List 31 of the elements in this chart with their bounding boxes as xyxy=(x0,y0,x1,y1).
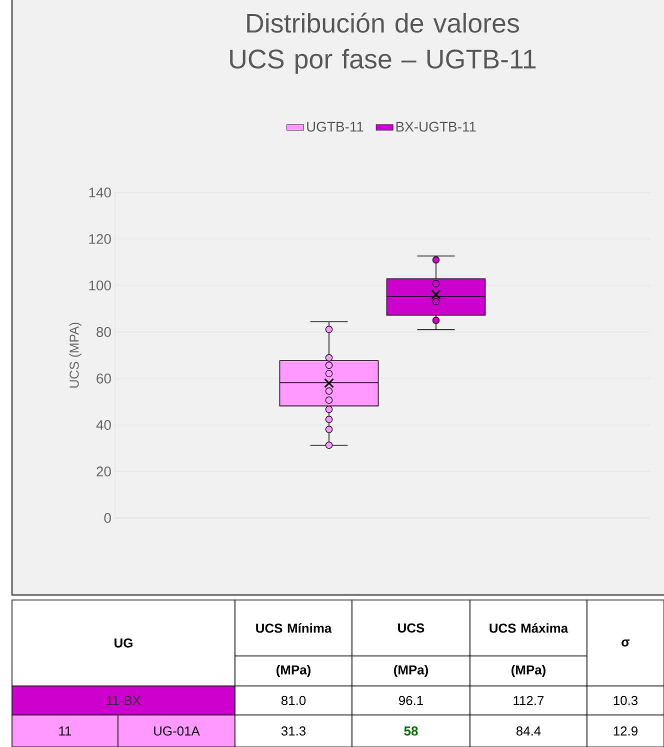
text: 84.4 xyxy=(516,726,541,736)
y-tick-label: 100 xyxy=(89,280,111,290)
y-tick-label: 120 xyxy=(89,234,111,244)
y-tick-label: 0 xyxy=(104,513,111,523)
chart-title: Distribución de valores UCS por fase – UGTB-11 xyxy=(230,12,536,74)
text: UCS xyxy=(398,623,424,633)
y-tick-label: 40 xyxy=(96,420,111,430)
text: 12.9 xyxy=(614,726,638,736)
legend-label: UGTB-11 xyxy=(307,122,364,132)
text: (MPa) xyxy=(394,664,428,678)
text: UG-01A xyxy=(154,726,200,736)
y-axis-title: UCS (MPA) xyxy=(69,322,82,388)
text: 11-BX xyxy=(106,696,141,705)
text: 96.1 xyxy=(399,696,423,706)
text: UCS Mínima xyxy=(256,623,332,633)
text: 10.3 xyxy=(614,696,638,706)
text: σ xyxy=(622,640,630,646)
y-tick-label: 20 xyxy=(96,466,111,476)
text: 31.3 xyxy=(281,726,306,736)
y-tick-label: 80 xyxy=(96,327,111,337)
y-tick-label: 60 xyxy=(96,374,111,384)
text: (MPa) xyxy=(512,664,546,678)
text: UCS Máxima xyxy=(490,623,568,633)
text: UG xyxy=(114,638,132,648)
y-tick-label: 140 xyxy=(89,188,111,198)
legend-label: BX-UGTB-11 xyxy=(396,122,476,132)
text: 112.7 xyxy=(514,696,544,706)
text: 11 xyxy=(59,726,72,736)
text: 58 xyxy=(404,726,418,736)
text: (MPa) xyxy=(276,664,310,678)
text: 81.0 xyxy=(281,696,306,706)
